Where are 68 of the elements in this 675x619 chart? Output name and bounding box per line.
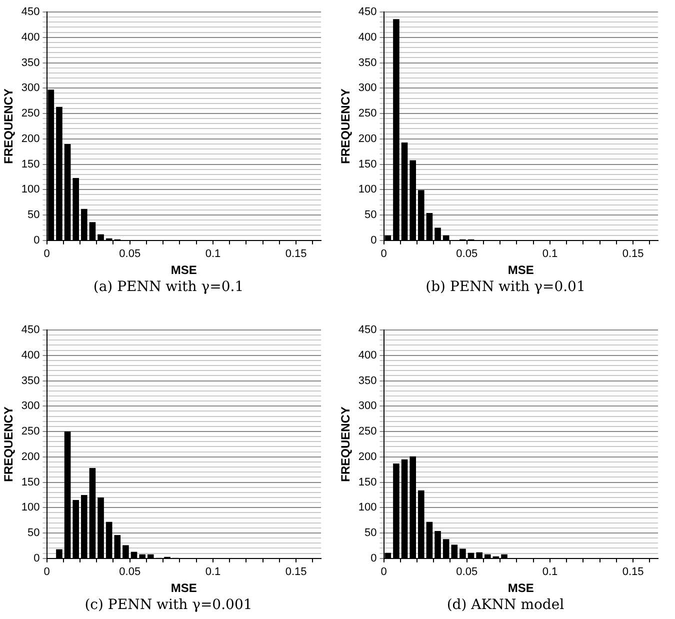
x-tick-label: 0.05 bbox=[456, 566, 478, 578]
y-tick-label: 450 bbox=[358, 6, 377, 18]
y-tick-label: 150 bbox=[358, 158, 377, 170]
y-tick-label: 400 bbox=[358, 349, 377, 362]
y-tick-label: 300 bbox=[21, 82, 40, 94]
y-tick-label: 250 bbox=[358, 426, 377, 438]
y-tick-label: 450 bbox=[21, 6, 40, 18]
x-tick-label: 0.15 bbox=[622, 566, 644, 578]
y-tick-label: 200 bbox=[21, 450, 40, 463]
y-tick-label: 300 bbox=[358, 82, 377, 94]
y-tick-label: 350 bbox=[21, 374, 40, 387]
y-tick-label: 350 bbox=[358, 56, 377, 69]
y-axis-title: FREQUENCY bbox=[2, 88, 16, 164]
y-tick-label: 200 bbox=[358, 132, 377, 145]
y-tick-label: 250 bbox=[21, 426, 40, 438]
y-tick-label: 0 bbox=[370, 234, 377, 246]
y-tick-label: 100 bbox=[21, 502, 40, 514]
y-axis-title: FREQUENCY bbox=[2, 406, 16, 482]
x-tick-label: 0.1 bbox=[542, 248, 558, 260]
x-axis-title: MSE bbox=[508, 263, 534, 278]
x-axis-title: MSE bbox=[170, 263, 197, 278]
y-tick-label: 50 bbox=[28, 527, 40, 540]
y-axis-title: FREQUENCY bbox=[338, 406, 353, 482]
x-tick-label: 0 bbox=[44, 248, 50, 260]
y-tick-label: 100 bbox=[21, 184, 40, 196]
x-tick-label: 0.05 bbox=[119, 248, 141, 260]
y-tick-label: 250 bbox=[358, 108, 377, 120]
x-tick-label: 0.15 bbox=[285, 248, 307, 260]
y-tick-label: 300 bbox=[358, 400, 377, 412]
y-tick-label: 150 bbox=[21, 476, 40, 488]
text: (d) AKNN model bbox=[446, 596, 566, 614]
y-tick-label: 200 bbox=[21, 132, 40, 145]
text: (b) PENN with γ=0.01 bbox=[424, 278, 586, 296]
y-tick-label: 0 bbox=[34, 552, 40, 564]
y-tick-label: 400 bbox=[21, 31, 40, 44]
y-tick-label: 150 bbox=[358, 476, 377, 488]
y-tick-label: 300 bbox=[21, 400, 40, 412]
x-tick-label: 0.1 bbox=[542, 566, 558, 578]
x-tick-label: 0 bbox=[44, 566, 50, 578]
y-tick-label: 100 bbox=[358, 184, 377, 196]
text: (c) PENN with γ=0.001 bbox=[84, 596, 254, 614]
y-tick-label: 400 bbox=[21, 349, 40, 362]
text: (a) PENN with γ=0.1 bbox=[92, 278, 245, 296]
x-tick-label: 0.15 bbox=[622, 248, 644, 260]
y-tick-label: 150 bbox=[21, 158, 40, 170]
y-tick-label: 100 bbox=[358, 502, 377, 514]
x-axis-title: MSE bbox=[508, 581, 534, 596]
y-tick-label: 450 bbox=[21, 324, 40, 336]
x-tick-label: 0.15 bbox=[285, 566, 307, 578]
y-tick-label: 0 bbox=[370, 552, 377, 564]
y-tick-label: 450 bbox=[358, 324, 377, 336]
x-tick-label: 0.1 bbox=[205, 566, 221, 578]
x-tick-label: 0 bbox=[380, 566, 387, 578]
y-tick-label: 50 bbox=[364, 527, 377, 540]
y-axis-title: FREQUENCY bbox=[338, 88, 353, 164]
x-tick-label: 0.05 bbox=[119, 566, 141, 578]
x-tick-label: 0.1 bbox=[205, 248, 221, 260]
x-tick-label: 0 bbox=[380, 248, 387, 260]
x-axis-title: MSE bbox=[170, 581, 197, 596]
x-tick-label: 0.05 bbox=[456, 248, 478, 260]
y-tick-label: 350 bbox=[21, 56, 40, 69]
y-tick-label: 50 bbox=[364, 209, 377, 222]
y-tick-label: 0 bbox=[34, 234, 40, 246]
y-tick-label: 350 bbox=[358, 374, 377, 387]
y-tick-label: 400 bbox=[358, 31, 377, 44]
y-tick-label: 250 bbox=[21, 108, 40, 120]
y-tick-label: 50 bbox=[28, 209, 40, 222]
y-tick-label: 200 bbox=[358, 450, 377, 463]
